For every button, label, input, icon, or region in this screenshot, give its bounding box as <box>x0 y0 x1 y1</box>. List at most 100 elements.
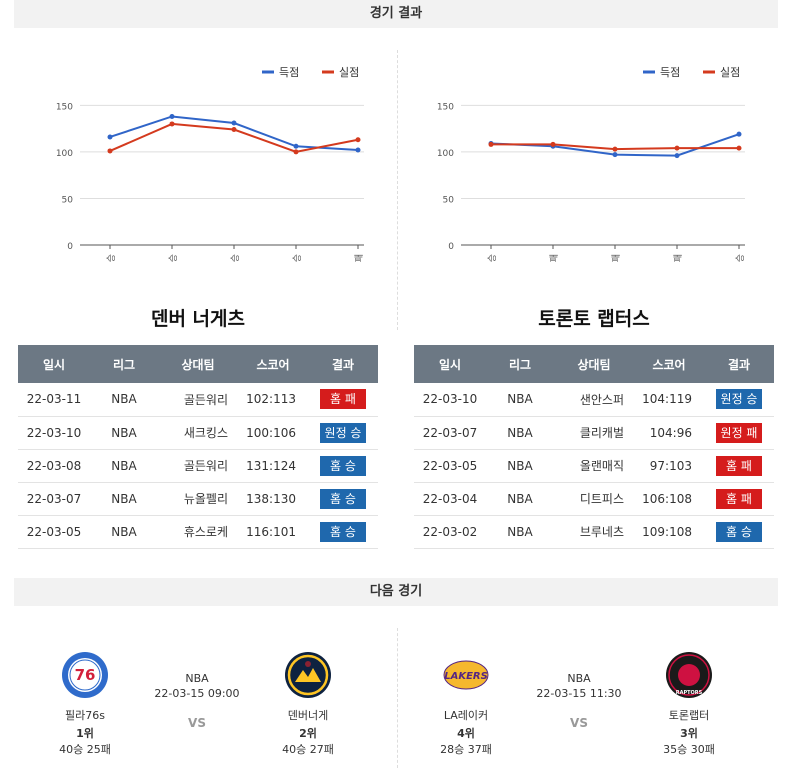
data-point <box>231 127 237 133</box>
next-games-section-title: 다음 경기 <box>14 578 778 606</box>
data-point <box>674 145 680 151</box>
data-point <box>169 121 175 127</box>
game-league: NBA <box>90 515 158 549</box>
game-league: NBA <box>486 449 554 483</box>
y-tick-label: 50 <box>443 195 455 205</box>
game-date: 22-03-10 <box>18 416 90 450</box>
x-tick-label: 패 <box>549 254 560 262</box>
team-name: LA레이커 <box>443 709 489 722</box>
table-header-row: 일시 리그 상대팀 스코어 결과 <box>18 345 378 383</box>
game-result: 홈 승 <box>308 449 378 483</box>
game-league: NBA <box>185 672 209 685</box>
result-badge: 홈 승 <box>320 455 366 476</box>
game-opponent: 뉴올펠리 <box>158 482 238 516</box>
data-point <box>107 134 113 140</box>
y-tick-label: 100 <box>437 149 454 159</box>
game-result: 홈 승 <box>308 482 378 516</box>
data-point <box>736 131 742 137</box>
game-date: 22-03-05 <box>18 515 90 549</box>
game-info: NBA 22-03-15 11:30 VS <box>519 672 639 730</box>
away-team[interactable]: RAPTORS 토론랩터 3위 35승 30패 <box>639 650 739 757</box>
y-tick-label: 150 <box>437 102 454 112</box>
header-opponent: 상대팀 <box>554 345 634 383</box>
game-league: NBA <box>90 482 158 516</box>
vs-label: VS <box>570 716 588 730</box>
legend-label: 실점 <box>720 66 740 79</box>
vs-label: VS <box>188 716 206 730</box>
next-game-card[interactable]: LAKERS LA레이커 4위 28승 37패 NBA 22-03-15 11:… <box>396 644 786 764</box>
home-team[interactable]: 76 필라76s 1위 40승 25패 <box>35 650 135 757</box>
game-score: 138:130 <box>238 482 308 516</box>
result-badge: 홈 패 <box>320 389 366 410</box>
data-point <box>107 148 113 154</box>
game-result: 홈 승 <box>308 515 378 549</box>
game-score: 97:103 <box>634 449 704 483</box>
svg-text:RAPTORS: RAPTORS <box>676 690 703 696</box>
data-point <box>355 147 361 153</box>
game-score: 116:101 <box>238 515 308 549</box>
game-opponent: 브루네츠 <box>554 515 634 549</box>
game-opponent: 새크킹스 <box>158 416 238 450</box>
header-result: 결과 <box>704 345 774 383</box>
table-row: 22-03-07 NBA 클리캐벌 104:96 원정 패 <box>414 416 774 450</box>
game-opponent: 클리캐벌 <box>554 416 634 450</box>
next-game-card[interactable]: 76 필라76s 1위 40승 25패 NBA 22-03-15 09:00 V… <box>0 644 390 764</box>
svg-text:76: 76 <box>75 666 96 684</box>
result-badge: 홈 승 <box>320 488 366 509</box>
game-result: 원정 승 <box>704 383 774 417</box>
game-league: NBA <box>90 383 158 417</box>
game-date: 22-03-02 <box>414 515 486 549</box>
game-date: 22-03-05 <box>414 449 486 483</box>
team-name: 필라76s <box>65 709 105 722</box>
y-tick-label: 50 <box>62 195 74 205</box>
data-point <box>674 153 680 159</box>
y-tick-label: 150 <box>56 102 73 112</box>
header-score: 스코어 <box>634 345 704 383</box>
game-info: NBA 22-03-15 09:00 VS <box>137 672 257 730</box>
game-date: 22-03-04 <box>414 482 486 516</box>
legend-label: 실점 <box>339 66 359 79</box>
x-tick-label: 승 <box>106 254 117 262</box>
table-header-row: 일시 리그 상대팀 스코어 결과 <box>414 345 774 383</box>
data-point <box>736 145 742 151</box>
data-point <box>612 152 618 158</box>
raptors-logo-icon: RAPTORS <box>664 650 714 700</box>
away-team[interactable]: 덴버너게 2위 40승 27패 <box>258 650 358 757</box>
game-score: 131:124 <box>238 449 308 483</box>
legend-label: 득점 <box>660 66 680 79</box>
table-row: 22-03-05 NBA 휴스로케 116:101 홈 승 <box>18 515 378 549</box>
column-divider <box>397 628 398 768</box>
game-league: NBA <box>486 515 554 549</box>
table-row: 22-03-10 NBA 새크킹스 100:106 원정 승 <box>18 416 378 450</box>
nuggets-logo-icon <box>283 650 333 700</box>
y-tick-label: 0 <box>448 242 454 252</box>
legend-label: 득점 <box>279 66 299 79</box>
data-point <box>293 149 299 155</box>
game-opponent: 샌안스퍼 <box>554 383 634 417</box>
results-section-title: 경기 결과 <box>14 0 778 28</box>
result-badge: 홈 패 <box>716 455 762 476</box>
x-tick-label: 패 <box>611 254 622 262</box>
game-score: 109:108 <box>634 515 704 549</box>
table-row: 22-03-05 NBA 올랜매직 97:103 홈 패 <box>414 449 774 483</box>
result-badge: 원정 패 <box>716 422 762 443</box>
team-title-nuggets: 덴버 너게츠 <box>150 308 245 330</box>
game-league: NBA <box>90 416 158 450</box>
game-date: 22-03-10 <box>414 383 486 417</box>
team-name: 토론랩터 <box>668 709 710 722</box>
game-result: 홈 승 <box>704 515 774 549</box>
data-point <box>231 120 237 126</box>
table-row: 22-03-07 NBA 뉴올펠리 138:130 홈 승 <box>18 482 378 516</box>
table-row: 22-03-10 NBA 샌안스퍼 104:119 원정 승 <box>414 383 774 417</box>
svg-text:LAKERS: LAKERS <box>444 671 488 682</box>
game-result: 홈 패 <box>704 482 774 516</box>
game-time: 22-03-15 11:30 <box>536 687 622 700</box>
game-score: 106:108 <box>634 482 704 516</box>
team-rank: 2위 <box>299 727 317 740</box>
home-team[interactable]: LAKERS LA레이커 4위 28승 37패 <box>416 650 516 757</box>
team-name: 덴버너게 <box>287 709 329 722</box>
header-date: 일시 <box>414 345 486 383</box>
table-row: 22-03-04 NBA 디트피스 106:108 홈 패 <box>414 482 774 516</box>
game-opponent: 휴스로케 <box>158 515 238 549</box>
result-badge: 홈 승 <box>716 521 762 542</box>
